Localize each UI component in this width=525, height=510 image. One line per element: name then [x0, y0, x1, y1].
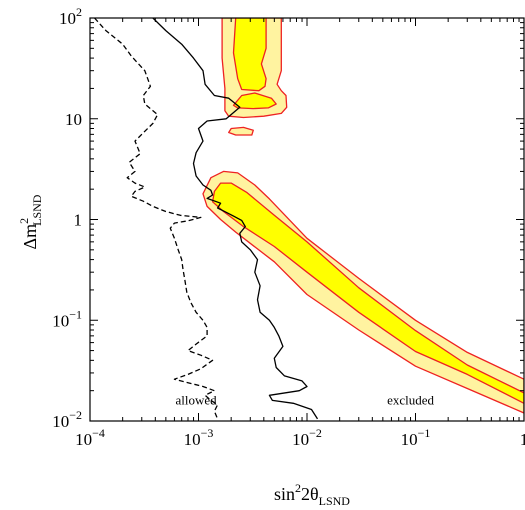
- dashed-limit-curve: [94, 18, 219, 420]
- annotation-allowed: allowed: [176, 393, 218, 408]
- annotation-excluded: excluded: [387, 393, 434, 408]
- axis-ticks: [89, 17, 525, 422]
- y-tick-label: 102: [59, 5, 82, 28]
- outer-region-2: [228, 126, 254, 136]
- y-tick-label: 10−2: [52, 408, 82, 431]
- solid-limit-curve: [152, 18, 319, 420]
- inner-region-2: [232, 92, 277, 110]
- axis-tick-labels: 10−4 10−3 10−2 10−1 1 10−2 10−1 1 10 102: [52, 5, 525, 449]
- y-tick-label: 10−1: [52, 307, 82, 330]
- x-tick-label: 10−2: [292, 426, 322, 449]
- x-axis-title: sin22θLSND: [274, 481, 350, 508]
- plot-annotations: allowed excluded: [176, 393, 435, 408]
- x-tick-label: 10−3: [184, 426, 214, 449]
- y-tick-label: 10: [65, 110, 82, 129]
- inner-region-1: [232, 18, 267, 92]
- y-tick-label: 1: [74, 211, 83, 230]
- limit-curves: [94, 18, 319, 420]
- x-tick-label: 1: [520, 430, 525, 449]
- y-axis-title: Δm2LSND: [17, 194, 44, 249]
- inner-region-3: [211, 182, 524, 404]
- x-tick-label: 10−4: [75, 426, 105, 449]
- plot-regions: [94, 18, 524, 420]
- allowed-regions: [202, 18, 524, 414]
- x-tick-label: 10−1: [401, 426, 431, 449]
